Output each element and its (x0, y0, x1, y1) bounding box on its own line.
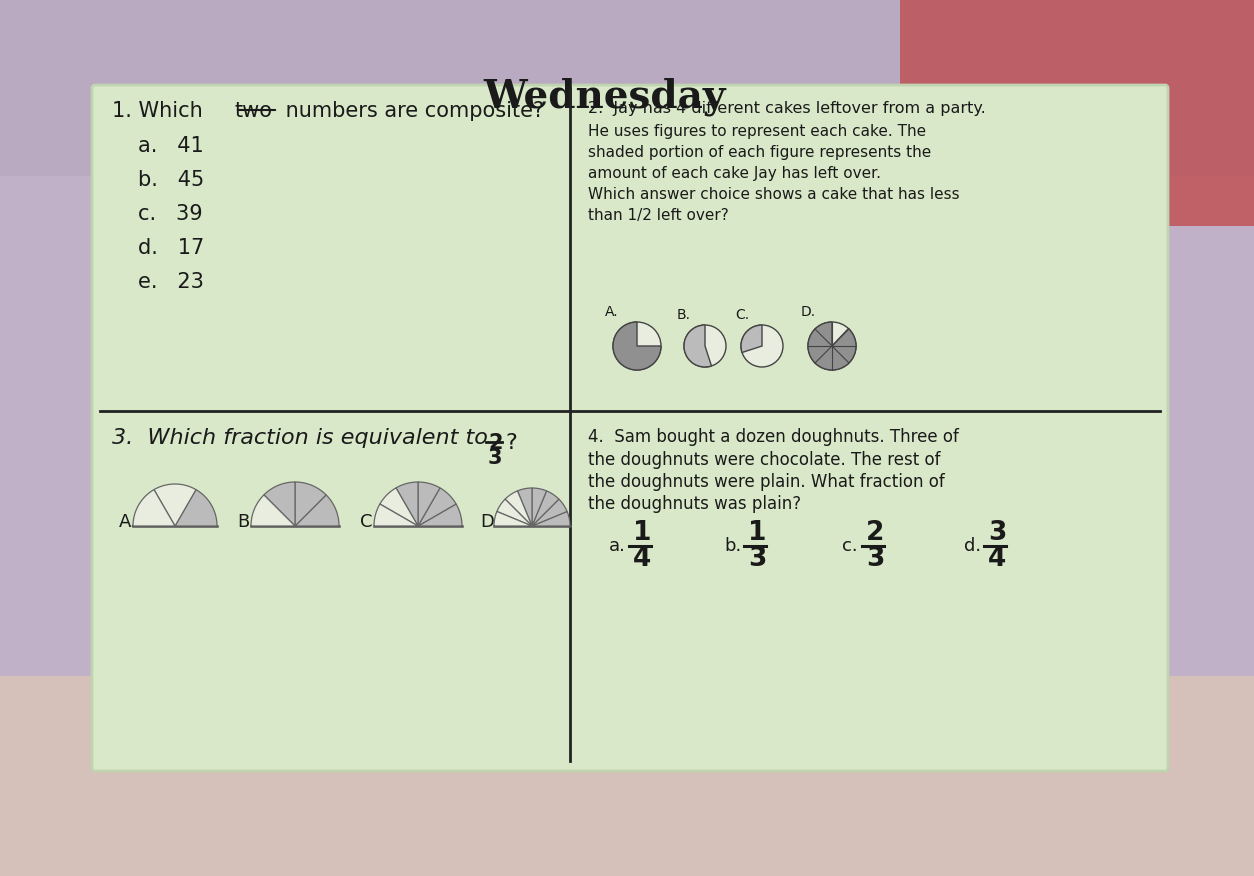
Text: 1: 1 (747, 520, 766, 546)
Text: 2: 2 (867, 520, 884, 546)
Text: 3: 3 (488, 448, 503, 468)
Polygon shape (494, 512, 532, 526)
Text: 3: 3 (867, 546, 884, 572)
Text: 3: 3 (988, 520, 1007, 546)
Text: 1. Which: 1. Which (112, 101, 209, 121)
Text: amount of each cake Jay has left over.: amount of each cake Jay has left over. (588, 166, 882, 181)
FancyBboxPatch shape (0, 0, 1254, 176)
Text: b.   45: b. 45 (138, 170, 204, 190)
Text: the doughnuts were plain. What fraction of: the doughnuts were plain. What fraction … (588, 473, 944, 491)
Text: 1: 1 (633, 520, 652, 546)
Polygon shape (295, 482, 326, 526)
Text: 2: 2 (488, 433, 503, 453)
FancyBboxPatch shape (92, 85, 1167, 771)
Polygon shape (154, 484, 196, 526)
Wedge shape (808, 322, 856, 370)
Text: ?: ? (505, 433, 517, 453)
Text: 2.  Jay has 4 different cakes leftover from a party.: 2. Jay has 4 different cakes leftover fr… (588, 101, 986, 116)
Text: Which answer choice shows a cake that has less: Which answer choice shows a cake that ha… (588, 187, 959, 202)
Polygon shape (133, 490, 176, 526)
FancyBboxPatch shape (900, 0, 1254, 226)
Text: 3: 3 (747, 546, 766, 572)
Text: the doughnuts were chocolate. The rest of: the doughnuts were chocolate. The rest o… (588, 451, 940, 469)
Polygon shape (532, 499, 567, 526)
Text: c.: c. (841, 537, 858, 555)
Text: A.: A. (606, 305, 618, 319)
Text: the doughnuts was plain?: the doughnuts was plain? (588, 495, 801, 513)
Polygon shape (532, 488, 547, 526)
Polygon shape (532, 512, 571, 526)
Text: B.: B. (237, 513, 255, 531)
Polygon shape (532, 491, 559, 526)
Text: A.: A. (119, 513, 137, 531)
Circle shape (613, 322, 661, 370)
Circle shape (808, 322, 856, 370)
Polygon shape (374, 504, 418, 526)
Text: d.   17: d. 17 (138, 238, 204, 258)
Polygon shape (380, 488, 418, 526)
Circle shape (683, 325, 726, 367)
Wedge shape (613, 322, 661, 370)
FancyBboxPatch shape (0, 676, 1254, 876)
Wedge shape (683, 325, 711, 367)
Text: 4.  Sam bought a dozen doughnuts. Three of: 4. Sam bought a dozen doughnuts. Three o… (588, 428, 959, 446)
Polygon shape (497, 499, 532, 526)
Text: C.: C. (735, 308, 749, 322)
Text: e.   23: e. 23 (138, 272, 204, 292)
Text: d.: d. (964, 537, 981, 555)
Text: b.: b. (724, 537, 741, 555)
Text: D.: D. (800, 305, 815, 319)
Text: a.: a. (609, 537, 626, 555)
Polygon shape (396, 482, 418, 526)
Text: two: two (234, 101, 273, 121)
Text: Wednesday: Wednesday (484, 78, 726, 117)
Text: He uses figures to represent each cake. The: He uses figures to represent each cake. … (588, 124, 927, 139)
Polygon shape (418, 482, 440, 526)
Text: numbers are composite?: numbers are composite? (278, 101, 544, 121)
Text: D.: D. (480, 513, 499, 531)
Wedge shape (741, 325, 762, 352)
Polygon shape (418, 504, 461, 526)
Text: 4: 4 (633, 546, 651, 572)
Polygon shape (418, 488, 456, 526)
Text: than 1/2 left over?: than 1/2 left over? (588, 208, 729, 223)
Polygon shape (505, 491, 532, 526)
Polygon shape (176, 490, 217, 526)
Polygon shape (263, 482, 295, 526)
Text: a.   41: a. 41 (138, 136, 203, 156)
Text: C.: C. (360, 513, 379, 531)
Text: 4: 4 (988, 546, 1006, 572)
Polygon shape (295, 495, 339, 526)
Circle shape (741, 325, 782, 367)
Text: shaded portion of each figure represents the: shaded portion of each figure represents… (588, 145, 932, 160)
Polygon shape (251, 495, 295, 526)
Text: B.: B. (677, 308, 691, 322)
Polygon shape (518, 488, 532, 526)
Text: c.   39: c. 39 (138, 204, 203, 224)
Text: 3.  Which fraction is equivalent to: 3. Which fraction is equivalent to (112, 428, 488, 448)
